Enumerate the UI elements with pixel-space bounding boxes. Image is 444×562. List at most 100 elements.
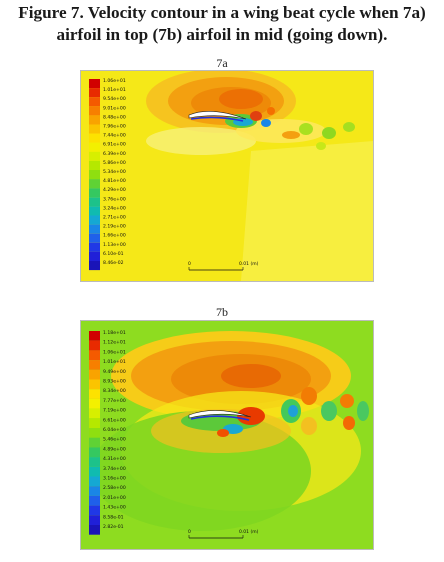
legend-swatch [89,398,100,409]
legend-value: 4.89e+00 [103,446,126,452]
legend-swatch [89,188,100,198]
legend-swatch [89,505,100,516]
legend-swatch [89,437,100,448]
legend-swatch [89,242,100,252]
legend-value: 7.77e+00 [103,398,126,404]
legend-swatch [89,340,100,351]
legend-value: 1.06e+01 [103,349,126,355]
legend-swatch [89,369,100,380]
legend-swatch [89,350,100,361]
legend-swatch [89,261,100,271]
legend-value: 8.93e+00 [103,379,126,385]
legend-swatch [89,179,100,189]
legend-value: 3.16e+00 [103,476,126,482]
contour-panel-7a: 1.06e+01 1.01e+01 9.54e+00 9.01e+00 8.48e+00… [80,70,374,282]
legend-value: 1.01e+01 [103,87,126,93]
legend-value: 4.81e+00 [103,178,126,184]
legend-swatch [89,106,100,116]
legend-value: 5.34e+00 [103,169,126,175]
legend-value: 6.39e+00 [103,151,126,157]
legend-swatch [89,486,100,496]
legend-swatch [89,457,100,467]
legend-swatch [89,251,100,261]
legend-value: 7.96e+00 [103,124,126,130]
legend-value: 1.13e+00 [103,242,126,248]
legend-value: 3.74e+00 [103,466,126,472]
legend-value: 5.46e+00 [103,437,126,443]
legend-swatch [89,142,100,152]
scale-zero-7b: 0 [188,529,191,535]
contour-panel-7b: 1.18e+01 1.12e+01 1.06e+01 1.01e+01 9.49e+00… [80,320,374,550]
velocity-contour-7b: 1.18e+01 1.12e+01 1.06e+01 1.01e+01 9.49e+00… [81,321,373,549]
scale-end-7a: 0.01 (m) [239,261,259,267]
legend-value: 3.24e+00 [103,205,126,211]
scale-bar-7b: 0 0.01 (m) [188,529,259,539]
legend-swatch [89,160,100,170]
panel-label-7b: 7b [216,305,228,319]
caption-line-2: airfoil in top (7b) airfoil in mid (goin… [56,25,388,44]
legend-value: 6.10e-01 [103,251,124,257]
legend-swatch [89,133,100,143]
legend-swatch [89,151,100,161]
legend-swatch [89,379,100,390]
legend-value: 1.01e+01 [103,359,126,365]
legend-swatch [89,389,100,399]
legend-swatch [89,197,100,207]
legend-swatch [89,215,100,225]
legend-swatch [89,124,100,134]
caption-line-1: Figure 7. Velocity contour in a wing bea… [18,3,426,22]
legend-swatch [89,476,100,487]
velocity-contour-7a: 1.06e+01 1.01e+01 9.54e+00 9.01e+00 8.48e+00… [81,71,373,281]
legend-swatch [89,428,100,438]
scale-zero-7a: 0 [188,261,191,267]
legend-value: 1.43e+00 [103,505,126,511]
legend-value: 7.44e+00 [103,133,126,139]
legend-value: 8.34e+00 [103,388,126,394]
legend-value: 9.01e+00 [103,105,126,111]
legend-swatch [89,418,100,428]
legend-swatch [89,360,100,370]
legend-swatch [89,79,100,89]
legend-swatch [89,525,100,535]
legend-value: 2.71e+00 [103,215,126,221]
legend-swatch [89,233,100,243]
legend-swatch [89,408,100,419]
legend-swatch [89,515,100,525]
legend-swatch [89,206,100,216]
color-legend-7a: 1.06e+01 1.01e+01 9.54e+00 9.01e+00 8.48e+00… [89,78,126,271]
legend-value: 3.76e+00 [103,196,126,202]
legend-swatch [89,447,100,458]
legend-swatch [89,466,100,477]
color-legend-7b: 1.18e+01 1.12e+01 1.06e+01 1.01e+01 9.49e+00… [89,330,126,535]
legend-value: 8.58e-01 [103,514,124,520]
legend-swatch [89,88,100,98]
scale-bar-7a: 0 0.01 (m) [188,261,259,271]
figure-caption: Figure 7. Velocity contour in a wing bea… [0,2,444,46]
legend-value: 8.46e-02 [103,260,124,266]
legend-swatch [89,224,100,234]
legend-value: 6.91e+00 [103,142,126,148]
legend-value: 6.61e+00 [103,417,126,423]
legend-value: 7.19e+00 [103,408,126,414]
legend-swatch [89,115,100,125]
legend-value: 4.29e+00 [103,187,126,193]
legend-swatch [89,170,100,180]
legend-value: 9.54e+00 [103,96,126,102]
legend-value: 5.86e+00 [103,160,126,166]
legend-swatch [89,331,100,341]
legend-value: 1.06e+01 [103,78,126,84]
legend-value: 9.49e+00 [103,369,126,375]
legend-value: 1.66e+00 [103,233,126,239]
legend-swatch [89,495,100,506]
scale-end-7b: 0.01 (m) [239,529,259,535]
legend-value: 2.01e+00 [103,495,126,501]
legend-value: 6.04e+00 [103,427,126,433]
legend-value: 2.82e-01 [103,524,124,530]
legend-value: 4.31e+00 [103,456,126,462]
legend-value: 2.19e+00 [103,224,126,230]
legend-value: 1.12e+01 [103,340,126,346]
legend-value: 8.48e+00 [103,114,126,120]
legend-value: 1.18e+01 [103,330,126,336]
legend-swatch [89,97,100,107]
panel-label-7a: 7a [216,56,228,70]
